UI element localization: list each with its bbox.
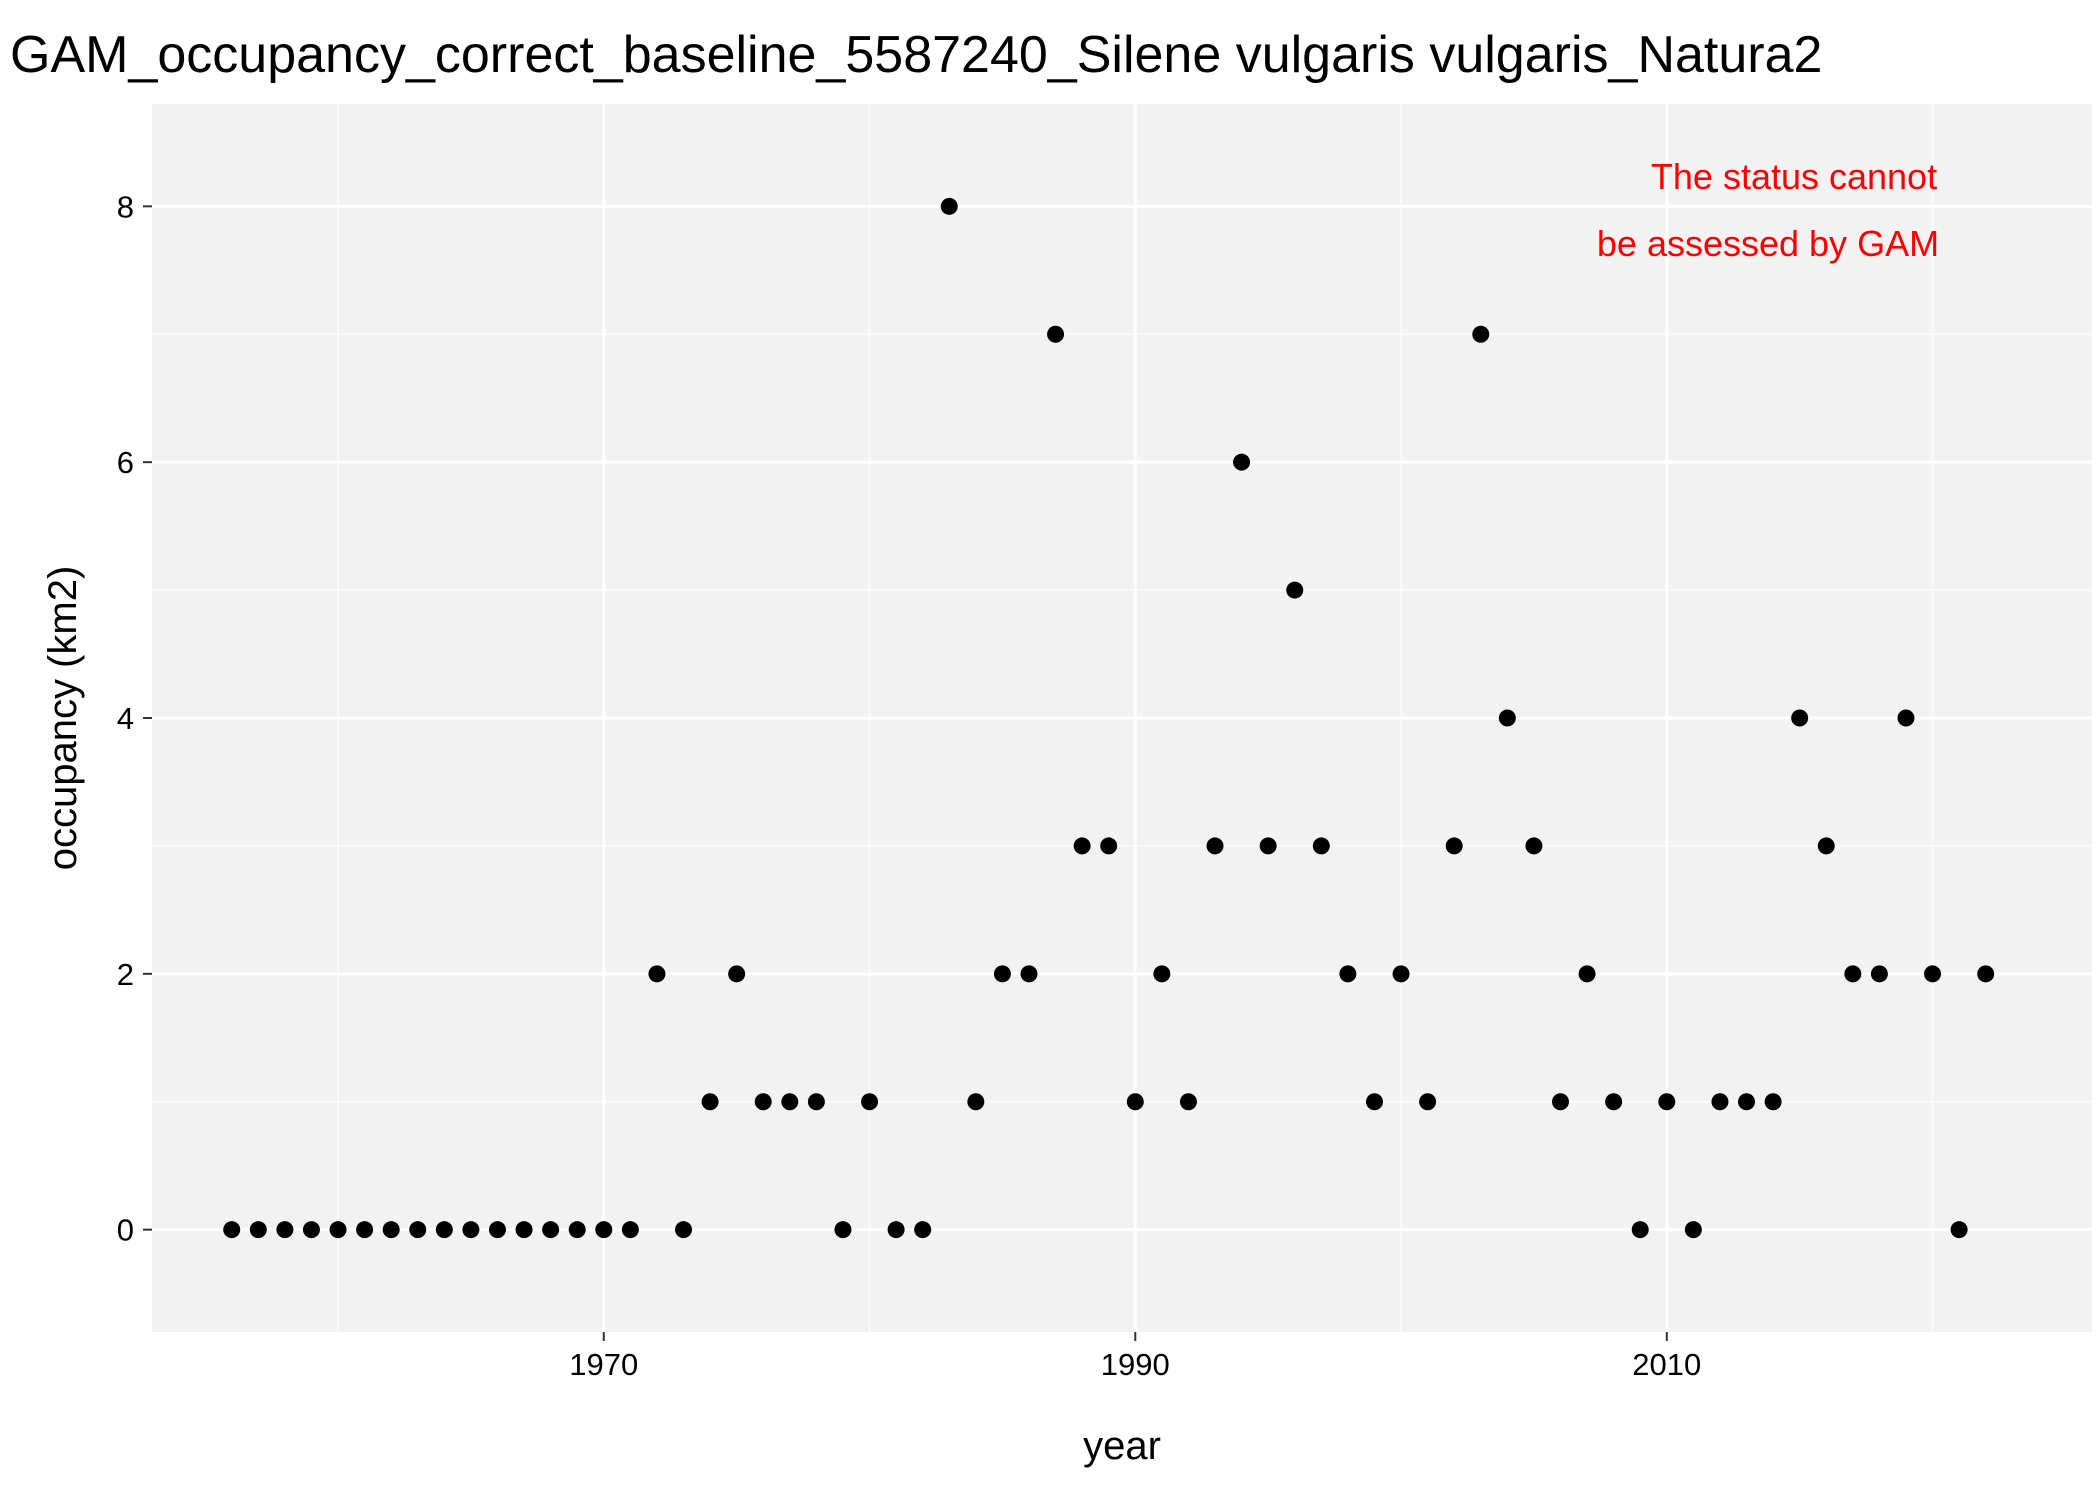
data-point (1339, 965, 1357, 983)
data-point (1233, 453, 1251, 471)
y-tick-label: 0 (117, 1213, 134, 1248)
data-point (1100, 837, 1118, 855)
data-point (1631, 1221, 1649, 1239)
y-tick-label: 6 (117, 445, 134, 480)
x-axis-title: year (1083, 1424, 1161, 1468)
data-point (1392, 965, 1410, 983)
data-point (1870, 965, 1888, 983)
data-point (914, 1221, 932, 1239)
y-tick-label: 8 (117, 189, 134, 224)
data-point (462, 1221, 480, 1239)
data-point (568, 1221, 586, 1239)
data-point (1312, 837, 1330, 855)
data-point (728, 965, 746, 983)
data-point (1419, 1093, 1437, 1111)
major-grid (152, 104, 2092, 1332)
data-point (435, 1221, 453, 1239)
data-point (1605, 1093, 1623, 1111)
data-point (356, 1221, 374, 1239)
data-point (1286, 581, 1304, 599)
y-tick-label: 2 (117, 957, 134, 992)
data-point (675, 1221, 693, 1239)
status-annotation: The status cannot be assessed by GAM (1597, 156, 1939, 264)
annotation-line-1: The status cannot (1651, 156, 1937, 197)
data-point (1738, 1093, 1756, 1111)
data-point (595, 1221, 613, 1239)
x-tick-label: 1990 (1101, 1347, 1170, 1382)
data-point (302, 1221, 320, 1239)
data-point (781, 1093, 799, 1111)
data-points (223, 197, 1995, 1239)
x-axis: 1970 1990 2010 (569, 1332, 1701, 1382)
data-point (1578, 965, 1596, 983)
data-point (1977, 965, 1995, 983)
data-point (754, 1093, 772, 1111)
data-point (1206, 837, 1224, 855)
data-point (223, 1221, 241, 1239)
data-point (409, 1221, 427, 1239)
x-tick-label: 2010 (1632, 1347, 1701, 1382)
y-tick-label: 4 (117, 701, 134, 736)
data-point (1844, 965, 1862, 983)
data-point (1126, 1093, 1144, 1111)
data-point (515, 1221, 533, 1239)
data-point (1153, 965, 1171, 983)
data-point (967, 1093, 985, 1111)
chart-title: GAM_occupancy_correct_baseline_5587240_S… (10, 26, 1822, 84)
data-point (276, 1221, 294, 1239)
data-point (1897, 709, 1915, 727)
data-point (1020, 965, 1038, 983)
data-point (1924, 965, 1942, 983)
data-point (993, 965, 1011, 983)
y-axis-title: occupancy (km2) (41, 566, 85, 871)
y-axis: 0 2 4 6 8 (117, 189, 152, 1248)
data-point (1711, 1093, 1729, 1111)
data-point (887, 1221, 905, 1239)
data-point (1365, 1093, 1383, 1111)
data-point (648, 965, 666, 983)
data-point (861, 1093, 879, 1111)
data-point (249, 1221, 267, 1239)
annotation-line-2: be assessed by GAM (1597, 223, 1939, 264)
data-point (1525, 837, 1543, 855)
data-point (542, 1221, 560, 1239)
data-point (834, 1221, 852, 1239)
data-point (1179, 1093, 1197, 1111)
data-point (807, 1093, 825, 1111)
data-point (1791, 709, 1809, 727)
data-point (488, 1221, 506, 1239)
data-point (1551, 1093, 1569, 1111)
data-point (940, 197, 958, 215)
x-tick-label: 1970 (569, 1347, 638, 1382)
data-point (1658, 1093, 1676, 1111)
data-point (1684, 1221, 1702, 1239)
data-point (1047, 325, 1065, 343)
data-point (1073, 837, 1091, 855)
data-point (329, 1221, 347, 1239)
data-point (1764, 1093, 1782, 1111)
data-point (1445, 837, 1463, 855)
data-point (1472, 325, 1490, 343)
data-point (701, 1093, 719, 1111)
data-point (1259, 837, 1277, 855)
data-point (1950, 1221, 1968, 1239)
data-point (621, 1221, 639, 1239)
data-point (1817, 837, 1835, 855)
data-point (1498, 709, 1516, 727)
data-point (382, 1221, 400, 1239)
